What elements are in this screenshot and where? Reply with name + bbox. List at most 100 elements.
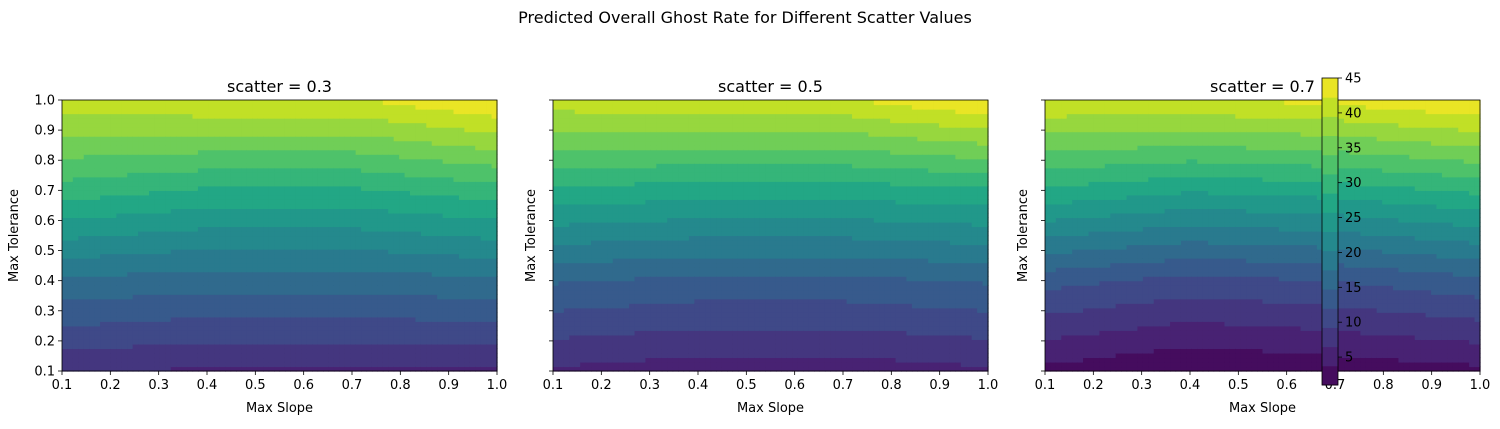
- contour-cell: [415, 222, 421, 227]
- contour-cell: [443, 172, 449, 177]
- contour-cell: [214, 285, 220, 290]
- contour-cell: [454, 290, 460, 295]
- contour-cell: [176, 186, 182, 191]
- contour-cell: [182, 317, 188, 322]
- contour-cell: [312, 285, 318, 290]
- contour-cell: [247, 263, 253, 268]
- contour-cell: [203, 132, 209, 137]
- contour-cell: [334, 145, 340, 150]
- contour-cell: [209, 312, 215, 317]
- contour-cell: [486, 272, 492, 277]
- contour-cell: [318, 141, 324, 146]
- contour-cell: [241, 159, 247, 164]
- contour-cell: [209, 299, 215, 304]
- contour-cell: [318, 127, 324, 132]
- contour-cell: [252, 118, 258, 123]
- contour-cell: [345, 276, 351, 281]
- contour-cell: [426, 317, 432, 322]
- contour-cell: [165, 222, 171, 227]
- contour-cell: [481, 249, 487, 254]
- contour-cell: [334, 177, 340, 182]
- contour-cell: [372, 186, 378, 191]
- contour-cell: [448, 317, 454, 322]
- contour-cell: [553, 290, 559, 295]
- contour-cell: [307, 154, 313, 159]
- contour-cell: [301, 249, 307, 254]
- contour-cell: [116, 172, 122, 177]
- contour-cell: [78, 163, 84, 168]
- contour-cell: [481, 258, 487, 263]
- contour-cell: [95, 317, 101, 322]
- contour-cell: [383, 330, 389, 335]
- contour-cell: [73, 226, 79, 231]
- contour-cell: [127, 132, 133, 137]
- contour-cell: [187, 150, 193, 155]
- contour-cell: [280, 213, 286, 218]
- contour-cell: [432, 127, 438, 132]
- contour-cell: [475, 195, 481, 200]
- contour-cell: [78, 145, 84, 150]
- contour-cell: [356, 226, 362, 231]
- contour-cell: [187, 118, 193, 123]
- contour-cell: [454, 154, 460, 159]
- contour-cell: [459, 226, 465, 231]
- contour-cell: [214, 127, 220, 132]
- contour-cell: [339, 105, 345, 110]
- contour-cell: [182, 226, 188, 231]
- contour-cell: [111, 154, 117, 159]
- contour-cell: [122, 190, 128, 195]
- contour-cell: [307, 326, 313, 331]
- contour-cell: [328, 326, 334, 331]
- contour-cell: [388, 245, 394, 250]
- contour-cell: [209, 195, 215, 200]
- contour-cell: [241, 308, 247, 313]
- contour-cell: [372, 272, 378, 277]
- contour-cell: [388, 118, 394, 123]
- contour-cell: [214, 204, 220, 209]
- contour-cell: [432, 136, 438, 141]
- contour-cell: [193, 226, 199, 231]
- contour-cell: [553, 254, 559, 259]
- contour-cell: [171, 186, 177, 191]
- contour-cell: [564, 344, 570, 349]
- contour-cell: [100, 118, 106, 123]
- contour-cell: [285, 150, 291, 155]
- contour-cell: [252, 204, 258, 209]
- contour-cell: [274, 217, 280, 222]
- contour-cell: [350, 213, 356, 218]
- contour-cell: [144, 168, 150, 173]
- contour-cell: [553, 362, 559, 367]
- contour-cell: [296, 263, 302, 268]
- contour-cell: [290, 290, 296, 295]
- contour-cell: [225, 281, 231, 286]
- contour-cell: [394, 330, 400, 335]
- contour-cell: [116, 362, 122, 367]
- contour-cell: [356, 348, 362, 353]
- contour-cell: [481, 127, 487, 132]
- contour-cell: [388, 154, 394, 159]
- contour-cell: [100, 154, 106, 159]
- contour-cell: [558, 208, 564, 213]
- contour-cell: [312, 308, 318, 313]
- contour-cell: [138, 150, 144, 155]
- contour-cell: [470, 159, 476, 164]
- contour-cell: [334, 344, 340, 349]
- contour-cell: [116, 208, 122, 213]
- contour-cell: [95, 281, 101, 286]
- contour-cell: [67, 330, 73, 335]
- contour-cell: [470, 123, 476, 128]
- contour-cell: [339, 272, 345, 277]
- contour-cell: [241, 154, 247, 159]
- contour-cell: [553, 159, 559, 164]
- contour-cell: [345, 303, 351, 308]
- contour-cell: [421, 308, 427, 313]
- contour-cell: [454, 195, 460, 200]
- contour-cell: [307, 217, 313, 222]
- contour-cell: [285, 317, 291, 322]
- contour-cell: [443, 195, 449, 200]
- contour-cell: [236, 276, 242, 281]
- contour-cell: [323, 231, 329, 236]
- contour-cell: [116, 245, 122, 250]
- contour-cell: [486, 281, 492, 286]
- contour-cell: [127, 136, 133, 141]
